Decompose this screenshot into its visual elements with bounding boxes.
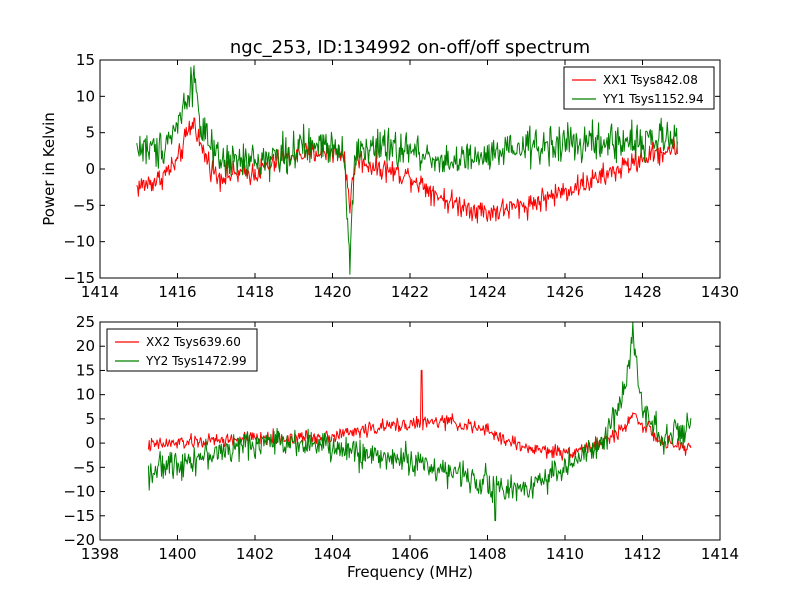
panel-1: 1414 1416 1418 1420 1422 1424 1426 1428 1430 −15 −…: [40, 51, 739, 301]
y-tick-label: 10: [76, 386, 95, 404]
x-tick-label: 1428: [623, 283, 661, 301]
y-tick-label: 20: [76, 337, 95, 355]
chart-title: ngc_253, ID:134992 on-off/off spectrum: [230, 37, 590, 58]
y-tick-label: 25: [76, 313, 95, 331]
x-tick-label: 1406: [391, 545, 429, 563]
x-tick-label: 1414: [81, 283, 119, 301]
x-tick-label: 1418: [236, 283, 274, 301]
x-tick-label: 1422: [391, 283, 429, 301]
x-tick-label: 1430: [701, 283, 739, 301]
panel-2: 1398 1400 1402 1404 1406 1408 1410 1412 1414 −20 −…: [63, 313, 739, 581]
legend-entry: YY2 Tsys1472.99: [145, 354, 247, 368]
x-tick-label: 1402: [236, 545, 274, 563]
y-tick-label: −20: [63, 531, 95, 549]
x-tick-label: 1410: [546, 545, 584, 563]
y-tick-label: 15: [76, 51, 95, 69]
y-tick-label: −15: [63, 269, 95, 287]
y-tick-label: −10: [63, 483, 95, 501]
legend-entry: XX1 Tsys842.08: [603, 73, 698, 87]
series-line-xx1: [136, 117, 678, 224]
y-tick-label: 5: [85, 124, 95, 142]
panel-1-legend: XX1 Tsys842.08 YY1 Tsys1152.94: [563, 66, 715, 110]
x-tick-label: 1414: [701, 545, 739, 563]
y-tick-label: −5: [73, 196, 95, 214]
x-axis-label: Frequency (MHz): [347, 563, 473, 581]
y-tick-label: 15: [76, 361, 95, 379]
panel-2-series: [147, 322, 692, 522]
x-tick-label: 1404: [313, 545, 351, 563]
x-tick-label: 1398: [81, 545, 119, 563]
y-tick-label: 0: [85, 160, 95, 178]
x-tick-label: 1426: [546, 283, 584, 301]
x-tick-label: 1412: [623, 545, 661, 563]
legend-box: [106, 328, 258, 372]
y-tick-label: −5: [73, 458, 95, 476]
legend-entry: XX2 Tsys639.60: [146, 335, 241, 349]
x-tick-label: 1420: [313, 283, 351, 301]
y-axis-label: Power in Kelvin: [40, 112, 58, 226]
x-tick-label: 1424: [468, 283, 506, 301]
series-line-yy2: [147, 322, 692, 522]
x-tick-label: 1416: [158, 283, 196, 301]
y-tick-label: 10: [76, 87, 95, 105]
panel-2-legend: XX2 Tsys639.60 YY2 Tsys1472.99: [106, 328, 258, 372]
legend-entry: YY1 Tsys1152.94: [602, 92, 704, 106]
x-tick-label: 1408: [468, 545, 506, 563]
y-tick-label: 5: [85, 410, 95, 428]
y-tick-label: 0: [85, 434, 95, 452]
panels-layer: 1414 1416 1418 1420 1422 1424 1426 1428 1430 −15 −…: [40, 51, 739, 581]
panel-1-series: [136, 65, 678, 275]
x-tick-label: 1400: [158, 545, 196, 563]
y-tick-label: −10: [63, 233, 95, 251]
legend-box: [563, 66, 715, 110]
y-tick-label: −15: [63, 507, 95, 525]
series-line-yy1: [136, 65, 678, 275]
